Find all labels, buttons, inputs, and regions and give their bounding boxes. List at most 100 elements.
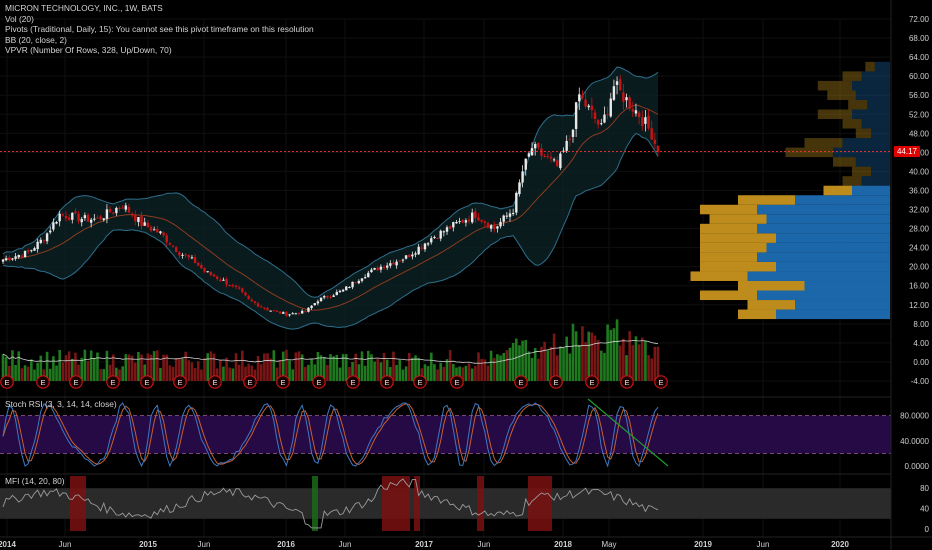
volume-bar: [511, 342, 515, 381]
candle-body: [505, 215, 509, 217]
y-tick-label: 60.00: [909, 72, 930, 81]
volume-bar: [111, 354, 115, 381]
vpvr-up-bar: [766, 242, 890, 253]
volume-bar: [363, 365, 367, 381]
volume-bar: [581, 326, 584, 381]
candle-body: [537, 142, 540, 148]
volume-bar: [458, 366, 461, 381]
volume-bar: [514, 338, 518, 381]
candle-body: [647, 115, 650, 129]
candle-body: [471, 212, 474, 223]
earnings-badge: [140, 375, 154, 389]
candle-body: [93, 218, 96, 220]
volume-bar: [105, 350, 109, 381]
candle-body: [502, 215, 505, 222]
volume-bar: [33, 369, 36, 381]
candle-body: [291, 313, 294, 315]
volume-bar: [640, 337, 644, 381]
candle-body: [552, 159, 556, 161]
candle-body: [382, 266, 386, 269]
volume-bar: [272, 350, 276, 381]
candle-body: [398, 260, 401, 262]
volume-bar: [647, 355, 650, 381]
candle-body: [644, 117, 647, 124]
candle-body: [86, 214, 90, 222]
earnings-badge: [413, 375, 427, 389]
stoch-trendline: [587, 398, 669, 467]
candle-body: [489, 225, 493, 229]
candle-body: [190, 257, 194, 259]
x-tick-label: 2020: [831, 540, 849, 549]
legend-volume: Vol (20): [5, 13, 34, 24]
legend-symbol: MICRON TECHNOLOGY, INC., 1W, BATS: [5, 3, 163, 13]
volume-bar: [615, 319, 619, 381]
y-tick-label: 4.00: [913, 339, 929, 348]
x-tick-label: 2017: [415, 540, 433, 549]
vpvr-up-bar: [757, 204, 890, 215]
volume-bar: [389, 367, 392, 381]
candle-body: [480, 219, 483, 222]
candle-body: [112, 212, 115, 214]
vpvr-down-bar: [833, 157, 856, 167]
candle-body: [581, 95, 584, 98]
volume-bar: [329, 354, 332, 381]
volume-bar: [653, 346, 657, 381]
candle-body: [565, 140, 568, 151]
stoch-d-line: [2, 403, 659, 466]
candle-body: [200, 264, 203, 269]
candle-body: [385, 265, 389, 268]
candle-body: [341, 289, 345, 292]
volume-bar: [266, 353, 269, 381]
earnings-letter: E: [454, 378, 459, 387]
candle-body: [256, 303, 260, 307]
volume-bar: [524, 340, 528, 381]
candle-body: [316, 301, 320, 304]
x-tick-label: Jun: [478, 540, 491, 549]
candle-body: [17, 255, 20, 258]
vpvr-up-bar: [747, 271, 890, 281]
candle-body: [118, 207, 121, 209]
vpvr-down-bar: [817, 80, 852, 91]
volume-bar: [244, 366, 247, 381]
volume-bar: [275, 367, 279, 381]
candle-body: [574, 102, 578, 129]
candle-body: [426, 243, 430, 245]
vpvr-down-bar: [842, 176, 862, 186]
candle-body: [165, 235, 168, 243]
volume-bar: [593, 335, 597, 381]
volume-bar: [184, 351, 187, 381]
candle-body: [335, 292, 338, 296]
volume-bar: [174, 357, 178, 381]
volume-bar: [162, 354, 165, 381]
volume-bar: [395, 364, 398, 381]
volume-ma-line: [2, 340, 659, 364]
mfi-line: [2, 478, 659, 529]
volume-bar: [234, 353, 238, 381]
volume-bar: [294, 352, 298, 381]
candle-body: [408, 254, 411, 258]
candle-body: [228, 285, 231, 287]
candle-body: [578, 94, 581, 102]
y-tick-label: 32.00: [909, 206, 930, 215]
volume-bar: [590, 332, 594, 381]
candle-body: [33, 248, 36, 251]
y-tick-label: 8.00: [913, 320, 929, 329]
candle-body: [319, 297, 323, 302]
candle-body: [467, 219, 471, 222]
y-tick-label: 20.00: [909, 263, 930, 272]
candle-body: [244, 292, 247, 296]
vpvr-up-bar: [861, 71, 890, 81]
earnings-badge: [654, 375, 668, 389]
vpvr-up-bar: [874, 61, 890, 72]
volume-bar: [228, 367, 232, 381]
y-tick-label: 0.00: [913, 358, 929, 367]
candle-body: [171, 245, 175, 247]
candle-body: [89, 219, 93, 223]
volume-bar: [445, 359, 449, 381]
candle-body: [168, 243, 172, 245]
volume-bar: [505, 350, 509, 381]
candle-body: [184, 254, 187, 256]
volume-bar: [609, 329, 613, 381]
